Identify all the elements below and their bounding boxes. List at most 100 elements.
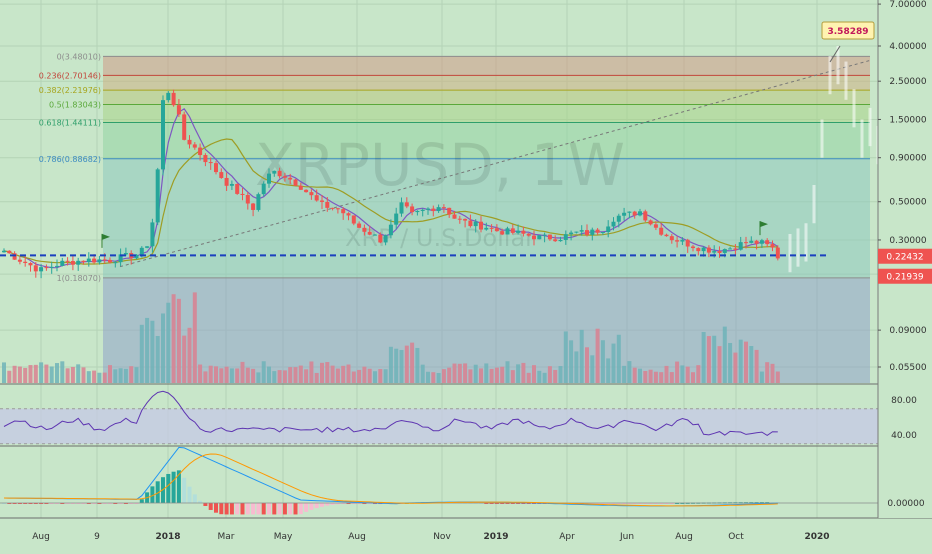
volume-bar-134 <box>712 335 717 383</box>
time-tick-1: 9 <box>94 532 100 542</box>
volume-bar-109 <box>579 329 584 383</box>
macd-hist-56 <box>298 503 303 515</box>
volume-bar-16 <box>86 371 91 383</box>
candle-83 <box>441 207 446 209</box>
volume-bar-94 <box>500 366 505 383</box>
candle-73 <box>388 224 393 236</box>
pane-separators <box>0 383 932 519</box>
macd-hist-16 <box>86 503 91 504</box>
macd-hist-122 <box>648 503 653 504</box>
volume-bar-28 <box>150 320 155 383</box>
volume-bar-3 <box>17 366 22 383</box>
projected-candle-5 <box>828 55 832 95</box>
candle-103 <box>547 234 552 240</box>
volume-bar-96 <box>510 370 515 383</box>
volume-bar-13 <box>70 366 75 383</box>
macd-hist-60 <box>320 503 324 507</box>
candle-77 <box>410 206 415 213</box>
volume-bar-135 <box>717 346 722 383</box>
candle-28 <box>150 222 155 247</box>
volume-bar-32 <box>171 294 176 383</box>
candle-124 <box>659 227 664 235</box>
candle-70 <box>373 234 377 236</box>
macd-hist-2 <box>12 503 17 504</box>
price-tick-2: 2.50000 <box>889 77 926 87</box>
volume-bar-79 <box>420 364 425 383</box>
macd-hist-12 <box>65 503 70 504</box>
volume-bar-69 <box>367 368 372 383</box>
volume-bar-122 <box>648 369 653 383</box>
volume-bar-130 <box>691 372 695 383</box>
volume-bar-139 <box>738 339 743 383</box>
fib-levels: 0(3.48010) 0.236(2.70146) 0.382(2.21976) 0.… <box>39 52 870 283</box>
volume-bar-54 <box>288 367 293 383</box>
price-tick-5: 0.50000 <box>889 198 926 208</box>
macd-hist-37 <box>198 500 203 503</box>
time-tick-3: Mar <box>218 532 235 542</box>
flags <box>101 221 768 248</box>
volume-bar-67 <box>357 369 362 383</box>
volume-bar-85 <box>452 363 457 383</box>
candle-40 <box>214 163 218 173</box>
projection-trendline[interactable] <box>119 59 871 268</box>
candle-106 <box>563 234 568 240</box>
candle-113 <box>600 232 605 234</box>
price-tick-3: 1.50000 <box>889 115 926 125</box>
volume-bar-131 <box>696 365 701 383</box>
candle-96 <box>510 228 515 233</box>
volume-bar-41 <box>219 368 224 383</box>
candle-0 <box>2 250 6 253</box>
macd-tick-0: 0.00000 <box>887 499 924 509</box>
candle-107 <box>569 232 574 235</box>
rsi-tick-1: 40.00 <box>891 431 917 441</box>
volume-bar-26 <box>139 324 144 383</box>
volume-bar-117 <box>622 365 627 383</box>
volume-bar-74 <box>394 348 399 383</box>
price-labels: 0.22432 0.21939 3.58289 <box>821 21 932 284</box>
projected-candle-10 <box>868 107 872 147</box>
candle-89 <box>473 221 478 227</box>
candle-20 <box>108 259 112 263</box>
volume-bar-19 <box>102 372 107 383</box>
macd-hist-31 <box>166 473 171 503</box>
macd-hist-15 <box>81 503 86 504</box>
time-axis[interactable]: Aug 9 2018 Mar May Aug Nov 2019 Apr Jun Aug Oct 2020 <box>0 519 932 551</box>
macd-hist-65 <box>346 503 351 505</box>
volume-bar-36 <box>192 292 197 383</box>
macd-hist-70 <box>373 503 377 505</box>
volume-bar-138 <box>733 352 738 383</box>
macd-hist-116 <box>616 503 621 504</box>
candle-94 <box>500 231 505 235</box>
volume-bar-24 <box>129 366 134 383</box>
candle-39 <box>208 162 213 164</box>
volume-bar-126 <box>669 372 674 383</box>
candle-95 <box>505 228 510 235</box>
volume-bar-30 <box>161 313 165 383</box>
candles[interactable] <box>2 89 780 279</box>
candle-65 <box>346 213 351 216</box>
macd-hist-62 <box>330 503 335 505</box>
volume-bar-33 <box>176 298 181 383</box>
macd-hist-5 <box>28 503 33 504</box>
candle-137 <box>728 248 733 250</box>
candle-138 <box>733 248 738 250</box>
fib-zone-2 <box>103 90 870 105</box>
candle-29 <box>155 169 160 223</box>
macd-hist-1 <box>7 503 12 504</box>
macd-hist-7 <box>39 503 44 504</box>
candle-118 <box>627 211 632 213</box>
macd-hist-114 <box>606 503 611 504</box>
volume-bar-64 <box>341 365 346 383</box>
projected-candle-4 <box>820 119 824 158</box>
volume-bar-60 <box>320 362 324 383</box>
candle-132 <box>701 247 706 252</box>
macd-hist-38 <box>203 503 208 507</box>
macd-hist-42 <box>224 503 229 515</box>
fib-label-0: 0(3.48010) <box>57 52 101 61</box>
macd-hist-41 <box>219 503 224 515</box>
volume-bar-127 <box>675 361 680 383</box>
volume-bar-141 <box>749 346 754 383</box>
projected-candle-8 <box>852 89 856 128</box>
candle-140 <box>744 242 748 244</box>
